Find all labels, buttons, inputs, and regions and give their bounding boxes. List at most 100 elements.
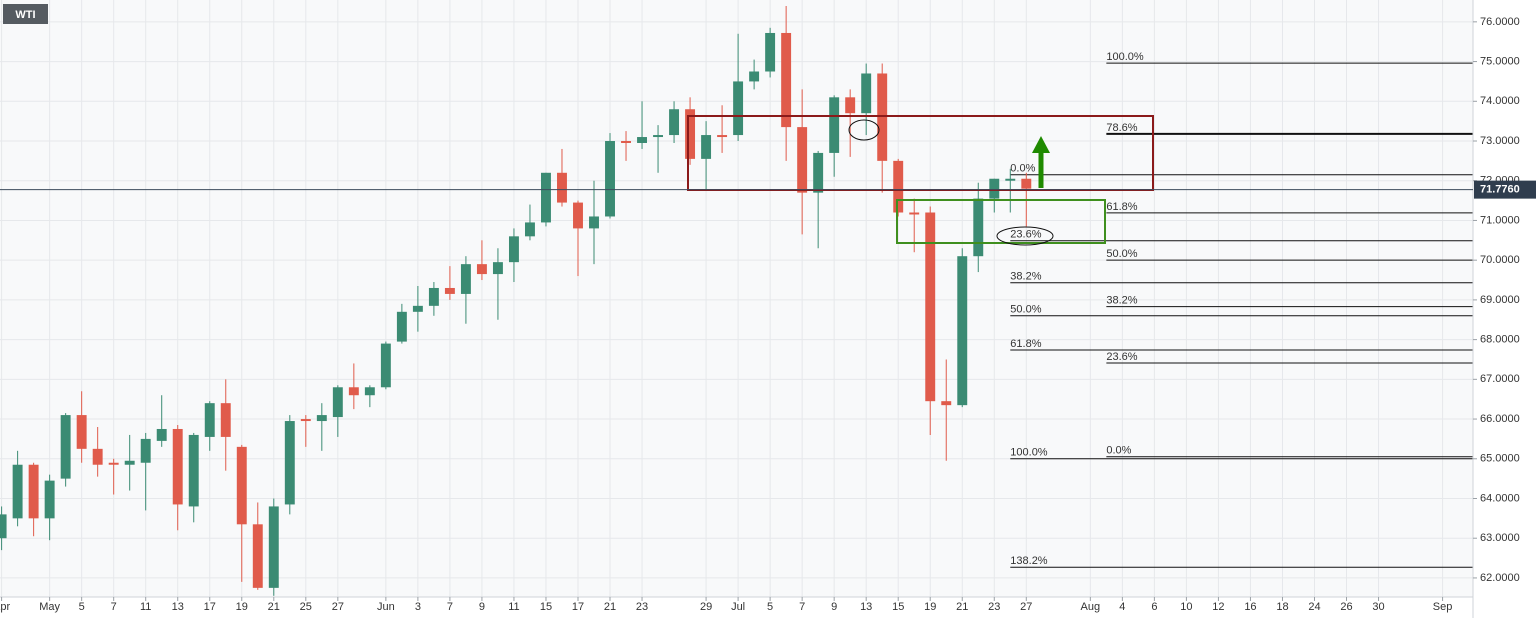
candle-body bbox=[637, 137, 647, 143]
x-tick-label: 9 bbox=[479, 601, 485, 613]
candle-body bbox=[621, 141, 631, 143]
candle-body bbox=[829, 97, 840, 153]
x-tick-label: 6 bbox=[1151, 601, 1157, 613]
y-tick-label: 73.0000 bbox=[1480, 135, 1520, 147]
candle-body bbox=[797, 127, 808, 193]
candle-body bbox=[12, 464, 23, 519]
symbol-badge bbox=[3, 4, 48, 24]
y-tick-label: 63.0000 bbox=[1480, 532, 1520, 544]
x-tick-label: Jun bbox=[377, 601, 395, 613]
x-tick-label: Aug bbox=[1081, 601, 1101, 613]
x-tick-label: 10 bbox=[1180, 601, 1192, 613]
candle-body bbox=[348, 387, 359, 396]
candle-body bbox=[765, 32, 776, 72]
candle-body bbox=[605, 141, 615, 217]
x-tick-label: 11 bbox=[508, 601, 519, 613]
fib-label: 100.0% bbox=[1010, 447, 1048, 459]
candle-body bbox=[653, 135, 664, 138]
y-tick-label: 71.0000 bbox=[1480, 214, 1520, 226]
x-tick-label: Jul bbox=[731, 601, 745, 613]
candle-body bbox=[204, 403, 215, 437]
candle-body bbox=[893, 160, 904, 213]
candle-body bbox=[957, 256, 968, 406]
x-tick-label: 15 bbox=[540, 601, 552, 613]
x-tick-label: 27 bbox=[1020, 601, 1032, 613]
candle-body bbox=[332, 387, 343, 418]
x-tick-label: 5 bbox=[79, 601, 85, 613]
y-tick-label: 69.0000 bbox=[1480, 294, 1520, 306]
candle-body bbox=[428, 287, 439, 306]
candle-body bbox=[140, 438, 151, 463]
x-tick-label: 27 bbox=[332, 601, 344, 613]
candle-body bbox=[172, 428, 183, 505]
fib-label: 23.6% bbox=[1010, 229, 1041, 241]
x-tick-label: 30 bbox=[1372, 601, 1384, 613]
x-tick-label: 7 bbox=[447, 601, 453, 613]
x-tick-label: 15 bbox=[892, 601, 904, 613]
candle-body bbox=[268, 506, 279, 588]
last-price-label: 71.7760 bbox=[1480, 184, 1520, 196]
y-tick-label: 75.0000 bbox=[1480, 55, 1520, 67]
candle-body bbox=[989, 178, 1000, 199]
y-tick-label: 67.0000 bbox=[1480, 373, 1520, 385]
fib-label: 61.8% bbox=[1106, 201, 1137, 213]
y-tick-label: 64.0000 bbox=[1480, 492, 1520, 504]
candle-body bbox=[220, 403, 231, 437]
fib-label: 50.0% bbox=[1106, 248, 1137, 260]
x-tick-label: 4 bbox=[1119, 601, 1125, 613]
candle-body bbox=[541, 172, 551, 223]
candle-body bbox=[1021, 178, 1032, 189]
candle-body bbox=[316, 415, 327, 422]
x-tick-label: 18 bbox=[1276, 601, 1288, 613]
candle-body bbox=[300, 419, 311, 422]
axes: 62.0000 63.0000 64.0000 65.0000 66.0000 67.00… bbox=[0, 16, 1536, 613]
x-tick-label: 11 bbox=[140, 601, 151, 613]
candle-body bbox=[845, 97, 856, 114]
candle-body bbox=[476, 264, 487, 275]
candle-body bbox=[589, 216, 599, 229]
candle-body bbox=[44, 480, 55, 519]
candle-body bbox=[364, 387, 375, 396]
fib-label: 50.0% bbox=[1010, 304, 1041, 316]
candle-body bbox=[861, 73, 872, 114]
x-tick-label: 13 bbox=[172, 601, 184, 613]
candle-body bbox=[701, 135, 712, 159]
candles bbox=[0, 5, 1032, 596]
last-price-tag bbox=[1474, 180, 1536, 199]
x-tick-label: 3 bbox=[415, 601, 421, 613]
fib-label: 0.0% bbox=[1106, 445, 1131, 457]
x-tick-label: 24 bbox=[1308, 601, 1320, 613]
x-tick-label: 21 bbox=[268, 601, 280, 613]
x-tick-label: 7 bbox=[799, 601, 805, 613]
x-tick-label: 21 bbox=[956, 601, 968, 613]
candle-body bbox=[492, 262, 503, 275]
candle-body bbox=[284, 421, 295, 505]
candle-body bbox=[717, 135, 728, 138]
x-tick-label: Sep bbox=[1433, 601, 1453, 613]
x-tick-label: 9 bbox=[831, 601, 837, 613]
fib-label: 38.2% bbox=[1106, 295, 1137, 307]
chart-title: WTI bbox=[15, 9, 35, 21]
candle-body bbox=[749, 71, 760, 82]
candle-body bbox=[444, 287, 455, 294]
x-tick-label: May bbox=[39, 601, 60, 613]
candle-body bbox=[941, 401, 952, 406]
candle-body bbox=[252, 524, 263, 588]
candle-body bbox=[412, 305, 423, 312]
x-tick-label: 23 bbox=[988, 601, 1000, 613]
y-tick-label: 65.0000 bbox=[1480, 453, 1520, 465]
y-tick-label: 62.0000 bbox=[1480, 572, 1520, 584]
x-tick-label: 19 bbox=[924, 601, 936, 613]
x-tick-label: 17 bbox=[204, 601, 216, 613]
x-tick-label: 13 bbox=[860, 601, 872, 613]
fib-label: 138.2% bbox=[1010, 555, 1048, 567]
x-tick-label: Apr bbox=[0, 601, 10, 613]
candle-body bbox=[813, 152, 824, 193]
candle-body bbox=[92, 448, 103, 465]
candle-body bbox=[925, 212, 936, 402]
fib-label: 0.0% bbox=[1010, 163, 1035, 175]
fib-label: 38.2% bbox=[1010, 271, 1041, 283]
x-tick-label: 5 bbox=[767, 601, 773, 613]
